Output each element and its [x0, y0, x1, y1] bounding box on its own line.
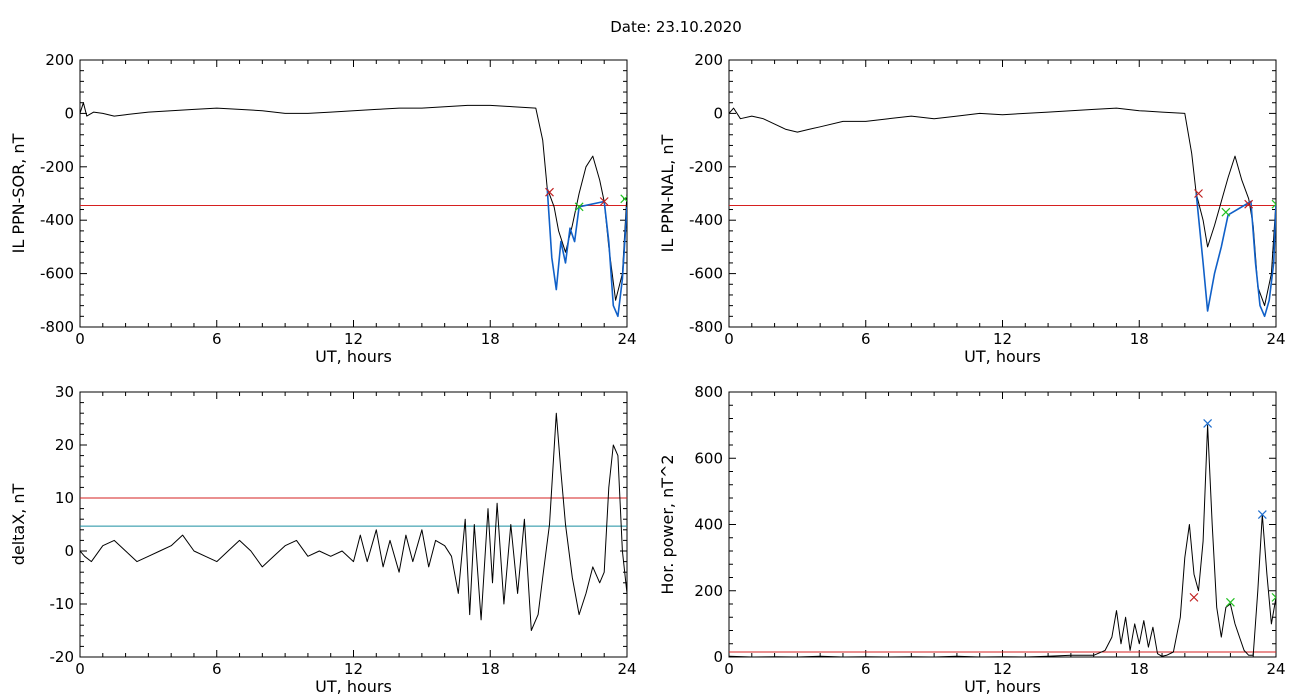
x-axis-title: UT, hours	[964, 677, 1041, 696]
series-line-black	[80, 412, 627, 631]
y-tick-label: 0	[64, 104, 74, 122]
x-tick-label: 6	[861, 660, 871, 678]
y-tick-label: 20	[55, 436, 74, 454]
x-tick-label: 12	[993, 660, 1012, 678]
y-tick-label: 200	[45, 51, 74, 69]
y-tick-label: -800	[40, 318, 74, 336]
marker-stroke	[1221, 207, 1231, 217]
y-tick-label: -600	[40, 265, 74, 283]
y-axis-title: Hor. power, nT^2	[658, 454, 677, 594]
x-tick-label: 18	[481, 330, 500, 348]
plot-frame	[728, 391, 1277, 658]
x-tick-label: 24	[1266, 660, 1285, 678]
y-axis-title: IL PPN-SOR, nT	[9, 133, 28, 253]
marker-stroke	[1257, 510, 1267, 519]
series-line-black	[729, 424, 1276, 657]
marker-x-red	[1194, 189, 1203, 198]
marker-stroke	[1271, 203, 1276, 209]
y-tick-label: 10	[55, 489, 74, 507]
x-tick-label: 18	[1130, 660, 1149, 678]
plot-area	[80, 102, 627, 318]
y-tick-label: 0	[713, 648, 723, 666]
x-axis-title: UT, hours	[315, 347, 392, 366]
y-tick-label: 600	[694, 449, 723, 467]
marker-x-green	[620, 194, 627, 204]
x-tick-label: 24	[617, 330, 636, 348]
x-tick-label: 6	[212, 330, 222, 348]
marker-stroke	[574, 202, 584, 212]
plot-frame	[79, 59, 628, 328]
marker-x-green	[1271, 199, 1276, 209]
marker-stroke	[620, 195, 627, 204]
x-tick-label: 18	[481, 660, 500, 678]
chart-panel-il-ppn-sor: 0 6 12 18 24 200 0 -200 -400 -600 -800 UT, hours IL …	[9, 51, 637, 366]
marker-stroke	[1271, 592, 1276, 599]
y-tick-label: 200	[694, 582, 723, 600]
x-tick-label: 6	[861, 330, 871, 348]
y-axis-title: IL PPN-NAL, nT	[658, 134, 677, 252]
marker-stroke	[1271, 596, 1276, 602]
marker-stroke	[1225, 597, 1235, 607]
y-tick-label: -200	[40, 158, 74, 176]
y-tick-label: -10	[50, 595, 75, 613]
x-tick-label: 0	[75, 660, 85, 678]
y-tick-label: 200	[694, 51, 723, 69]
marker-x-red	[545, 187, 554, 197]
x-axis-title: UT, hours	[315, 677, 392, 696]
marker-x-blue	[1257, 510, 1267, 519]
marker-x-green	[1221, 207, 1231, 217]
y-tick-label: -800	[689, 318, 723, 336]
y-tick-label: -400	[689, 211, 723, 229]
y-tick-label: 30	[55, 383, 74, 401]
marker-stroke	[1271, 199, 1276, 206]
chart-panel-hor-power: 0 6 12 18 24 800 600 400 200 0 UT, hours Hor. power…	[658, 383, 1286, 696]
y-axis-title: deltaX, nT	[9, 483, 28, 565]
marker-x-red	[1189, 592, 1199, 602]
x-tick-label: 12	[344, 660, 363, 678]
marker-stroke	[1244, 199, 1254, 209]
marker-stroke	[545, 187, 554, 197]
marker-x-red	[1244, 199, 1254, 209]
x-tick-label: 18	[1130, 330, 1149, 348]
marker-x-blue	[1203, 419, 1213, 428]
chart-panel-il-ppn-nal: 0 6 12 18 24 200 0 -200 -400 -600 -800 UT, hours IL …	[658, 51, 1286, 366]
marker-stroke	[1189, 592, 1199, 602]
page-title: Date: 23.10.2020	[610, 18, 742, 36]
x-tick-label: 12	[344, 330, 363, 348]
chart-panel-deltax: 0 6 12 18 24 30 20 10 0 -10 -20 UT, hours deltaX, nT	[9, 383, 637, 696]
plot-area	[729, 107, 1276, 318]
plot-frame	[79, 391, 628, 658]
x-tick-label: 24	[617, 660, 636, 678]
x-tick-label: 0	[724, 660, 734, 678]
x-tick-label: 12	[993, 330, 1012, 348]
plot-area	[80, 412, 627, 631]
y-tick-label: -400	[40, 211, 74, 229]
x-tick-label: 24	[1266, 330, 1285, 348]
series-line-blue	[1195, 193, 1276, 318]
x-axis-title: UT, hours	[964, 347, 1041, 366]
y-tick-label: 400	[694, 516, 723, 534]
series-line-black	[729, 107, 1276, 307]
y-tick-label: 800	[694, 383, 723, 401]
marker-x-green	[574, 202, 584, 212]
y-tick-label: -20	[50, 648, 75, 666]
marker-stroke	[1194, 189, 1203, 198]
y-tick-label: -200	[689, 158, 723, 176]
x-tick-label: 6	[212, 660, 222, 678]
series-line-black	[80, 102, 627, 301]
series-line-blue	[546, 188, 627, 318]
marker-x-red	[599, 197, 609, 206]
plot-frame	[728, 59, 1277, 328]
y-tick-label: -600	[689, 265, 723, 283]
marker-stroke	[599, 197, 609, 206]
y-tick-label: 0	[713, 104, 723, 122]
y-tick-label: 0	[64, 542, 74, 560]
plot-area	[729, 419, 1276, 657]
marker-stroke	[1203, 419, 1213, 428]
marker-x-green	[1271, 592, 1276, 602]
x-tick-label: 0	[75, 330, 85, 348]
marker-x-green	[1225, 597, 1235, 607]
x-tick-label: 0	[724, 330, 734, 348]
